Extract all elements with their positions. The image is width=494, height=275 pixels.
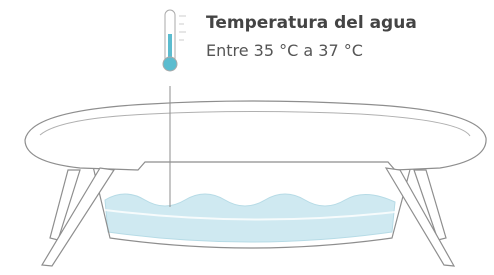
water	[105, 194, 395, 242]
left-leg-front	[42, 168, 114, 266]
bath-diagram: Temperatura del agua Entre 35 °C a 37 °C	[0, 0, 494, 275]
thermometer-icon	[163, 10, 186, 71]
label-text: Entre 35 °C a 37 °C	[206, 41, 363, 60]
label-title: Temperatura del agua	[206, 13, 417, 33]
